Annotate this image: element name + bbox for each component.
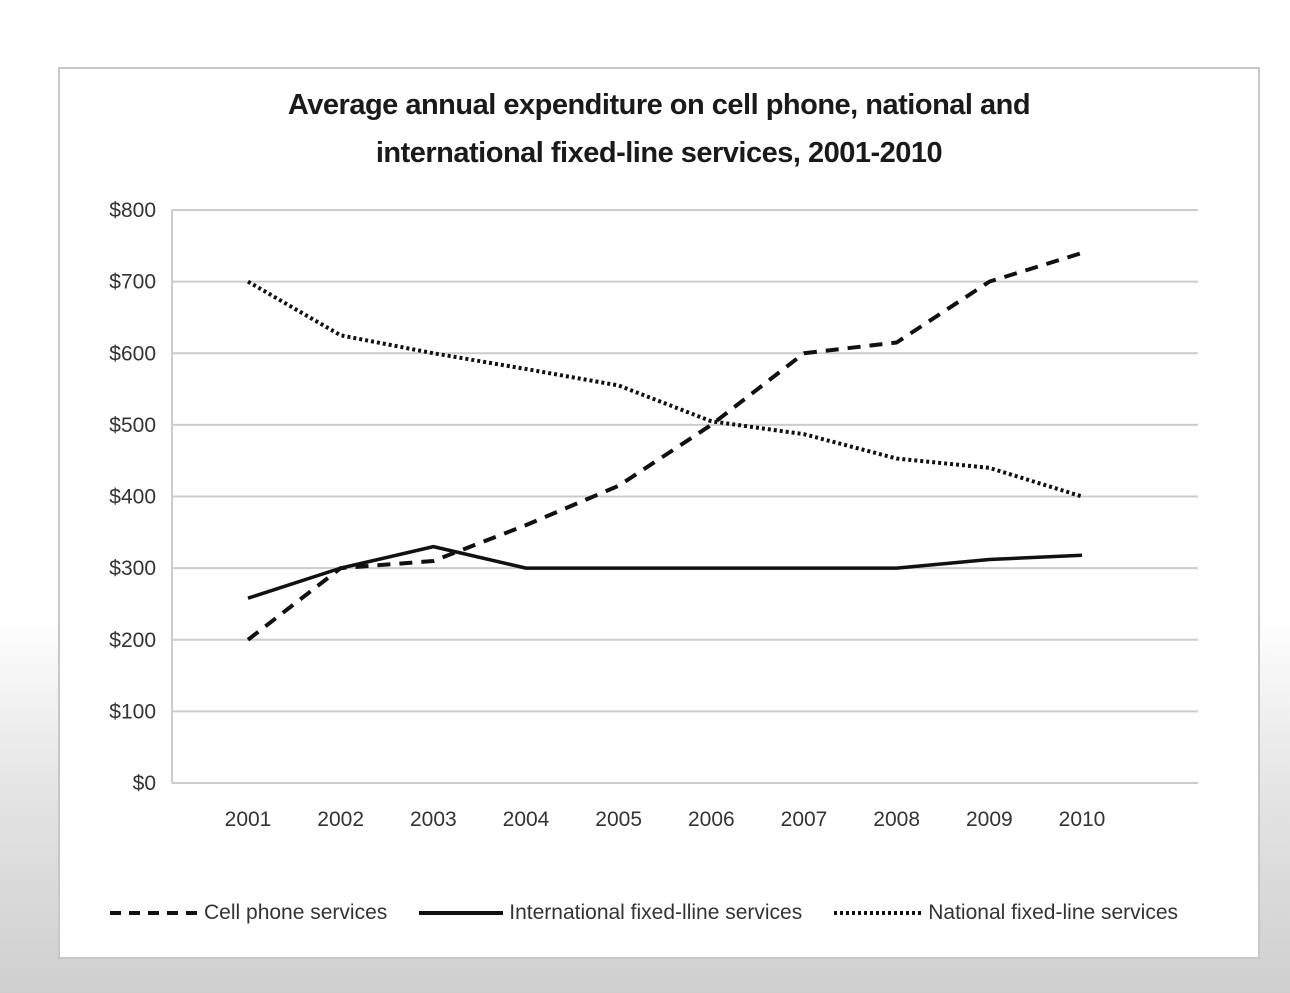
y-tick-label: $500: [109, 414, 156, 437]
x-tick-label: 2008: [873, 808, 920, 831]
y-tick-label: $700: [109, 271, 156, 294]
legend-label-international: International fixed-lline services: [509, 901, 803, 924]
series-line-0: [246, 251, 1083, 642]
series-line-1: [247, 544, 1083, 600]
x-tick-label: 2002: [317, 808, 364, 831]
legend-item-international: International fixed-lline services: [417, 901, 802, 925]
x-tick-label: 2006: [688, 808, 735, 831]
legend-label-national: National fixed-line services: [928, 901, 1179, 924]
line-chart: $0 $100 $200 $300 $400 $500 $600 $700 $800 2001 20…: [109, 199, 1198, 831]
legend-swatch-dashed: [110, 911, 198, 915]
y-tick-label: $200: [109, 629, 156, 652]
y-tick-label: $400: [109, 486, 156, 509]
y-tick-label: $800: [109, 199, 156, 222]
legend-item-cell-phone: Cell phone services: [108, 901, 387, 925]
legend-label-cell-phone: Cell phone services: [204, 901, 388, 924]
chart-title-line-2: international fixed-line services, 2001-…: [375, 137, 943, 169]
y-tick-label: $300: [109, 557, 156, 580]
x-tick-label: 2003: [410, 808, 457, 831]
legend-item-national: National fixed-line services: [832, 901, 1178, 925]
y-tick-label: $0: [133, 772, 156, 795]
x-tick-label: 2001: [225, 808, 272, 831]
chart-frame: Average annual expenditure on cell phone…: [58, 67, 1260, 959]
y-tick-label: $600: [109, 342, 156, 365]
legend-swatch-dotted: [834, 911, 923, 915]
x-tick-label: 2010: [1059, 808, 1106, 831]
x-tick-label: 2009: [966, 808, 1013, 831]
y-tick-label: $100: [109, 700, 156, 723]
x-tick-label: 2005: [595, 808, 642, 831]
chart-title-line-1: Average annual expenditure on cell phone…: [287, 89, 1031, 121]
x-tick-label: 2004: [503, 808, 550, 831]
chart-legend: Cell phone services International fixed-…: [108, 895, 1228, 931]
x-tick-label: 2007: [781, 808, 828, 831]
legend-swatch-solid: [419, 911, 504, 915]
series-line-2: [246, 279, 1083, 499]
